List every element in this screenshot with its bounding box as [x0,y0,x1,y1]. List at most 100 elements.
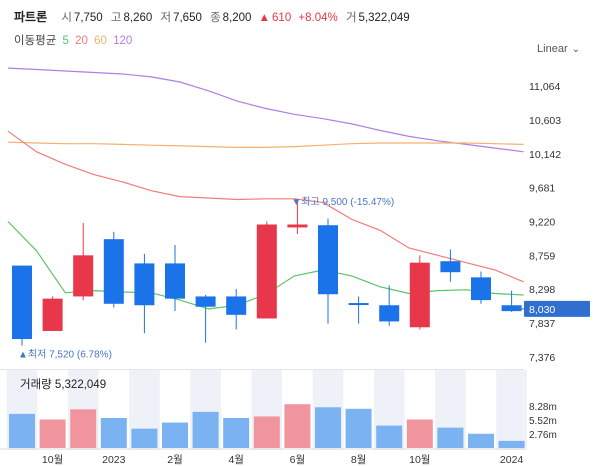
volume-value: 5,322,049 [358,12,410,24]
candle-body [12,265,32,340]
volume-bar [70,409,97,448]
chevron-down-icon: ⌄ [571,44,580,55]
candle-body [348,303,369,306]
volume-tick-label: 2.76m [529,430,557,441]
time-tick-label: 10월 [42,454,63,466]
candle [165,245,185,312]
price-tick-label: 8,298 [529,284,555,296]
low-label: 저 [160,12,172,24]
time-tick-label: 6월 [290,454,306,466]
high-label: 고 [110,12,122,24]
volume-bar [192,411,219,448]
time-axis: 10월 2023 2월 4월 6월 8월 10월 2024 [0,448,524,466]
close-label: 종 [210,12,221,24]
time-tick-label: 2023 [102,454,126,466]
price-axis: 7,376 7,837 8,298 8,759 9,220 9,681 10,142 10,6… [505,81,590,364]
price-tick-label: 10,142 [529,149,561,161]
change-value: 610 [272,12,292,24]
candle-body [226,296,247,315]
candle [134,253,155,334]
time-tick-label: 8월 [351,454,367,466]
candle [12,265,32,346]
quote-header: 파트론 시 7,750 고 8,260 저 7,650 종 8,200 ▲ 610 +8.… [14,8,410,25]
volume-label: 거 [345,12,357,24]
change-percent: +8.04% [298,12,338,24]
candlestick-series [12,200,522,346]
volume-bar [345,408,372,448]
price-tick-label: 11,064 [529,81,560,93]
price-markers: ▼최고 9,500 (-15.47%) ▲최저 7,520 (6.78%) [18,196,394,360]
open-value: 7,750 [73,12,103,24]
price-tick-label: 9,220 [529,217,555,229]
volume-title: 거래량 5,322,049 [20,379,107,391]
ma20-line [7,130,524,283]
close-value: 8,200 [222,12,252,24]
volume-panel: 2.76m 5.52m 8.28m [9,402,557,448]
candle-body [440,261,461,273]
candle [103,231,124,308]
stock-name: 파트론 [14,10,48,24]
ma120-legend[interactable]: 120 [113,35,133,47]
volume-bar [406,419,433,448]
candle-body [42,298,63,331]
moving-average-legend[interactable]: 이동평균 5 20 60 120 [14,32,135,48]
price-tick-label: 8,759 [529,250,555,262]
volume-bar [39,419,66,448]
ma5-legend[interactable]: 5 [62,35,69,47]
candle-body [134,263,155,306]
volume-bar [498,440,525,448]
volume-tick-label: 5.52m [529,416,557,427]
current-price-tag [524,300,590,317]
ma20-legend[interactable]: 20 [75,35,88,47]
open-label: 시 [61,12,72,24]
candle-body [103,239,124,304]
time-tick-label: 10월 [409,454,430,466]
low-marker-label: ▲최저 7,520 (6.78%) [18,348,112,360]
price-tick-label: 7,837 [529,318,555,330]
candle-body [287,224,308,228]
change-arrow-icon: ▲ [258,12,271,24]
candle [195,294,216,343]
ma60-legend[interactable]: 60 [94,35,107,47]
candle-body [256,224,277,319]
candle [440,249,461,282]
candle-body [379,305,400,322]
candle-body [73,255,94,297]
price-tick-label: 9,681 [529,183,555,195]
column-band [496,370,527,450]
current-price-label: 8,030 [529,304,555,316]
candle [256,221,277,319]
candle [471,271,491,304]
candle-body [318,225,338,295]
candle [318,218,338,324]
candle [226,289,247,330]
high-value: 8,260 [123,12,153,24]
candle-body [165,263,185,299]
volume-bar [315,407,341,448]
time-tick-label: 4월 [228,454,244,466]
candle-body [195,296,216,307]
volume-bar [437,427,464,448]
volume-bar [468,433,494,448]
candle-body [409,262,430,328]
candle [287,200,308,235]
panel-divider [0,369,524,370]
candle-body [471,277,491,301]
low-value: 7,650 [173,12,202,24]
ma-legend-label: 이동평균 [14,35,57,47]
candle-body [501,305,522,312]
ma120-line [7,67,524,153]
volume-bar [162,422,188,448]
ma60-line [7,141,524,148]
volume-bar [131,428,158,448]
scale-toggle-button[interactable]: Linear ⌄ [537,43,580,55]
volume-tick-label: 8.28m [529,402,557,413]
price-tick-label: 7,376 [529,352,555,364]
candle [73,223,94,301]
scale-label: Linear [537,43,568,55]
volume-bar [284,404,311,448]
candle [379,285,400,326]
candle [501,290,522,312]
candle [42,296,63,331]
